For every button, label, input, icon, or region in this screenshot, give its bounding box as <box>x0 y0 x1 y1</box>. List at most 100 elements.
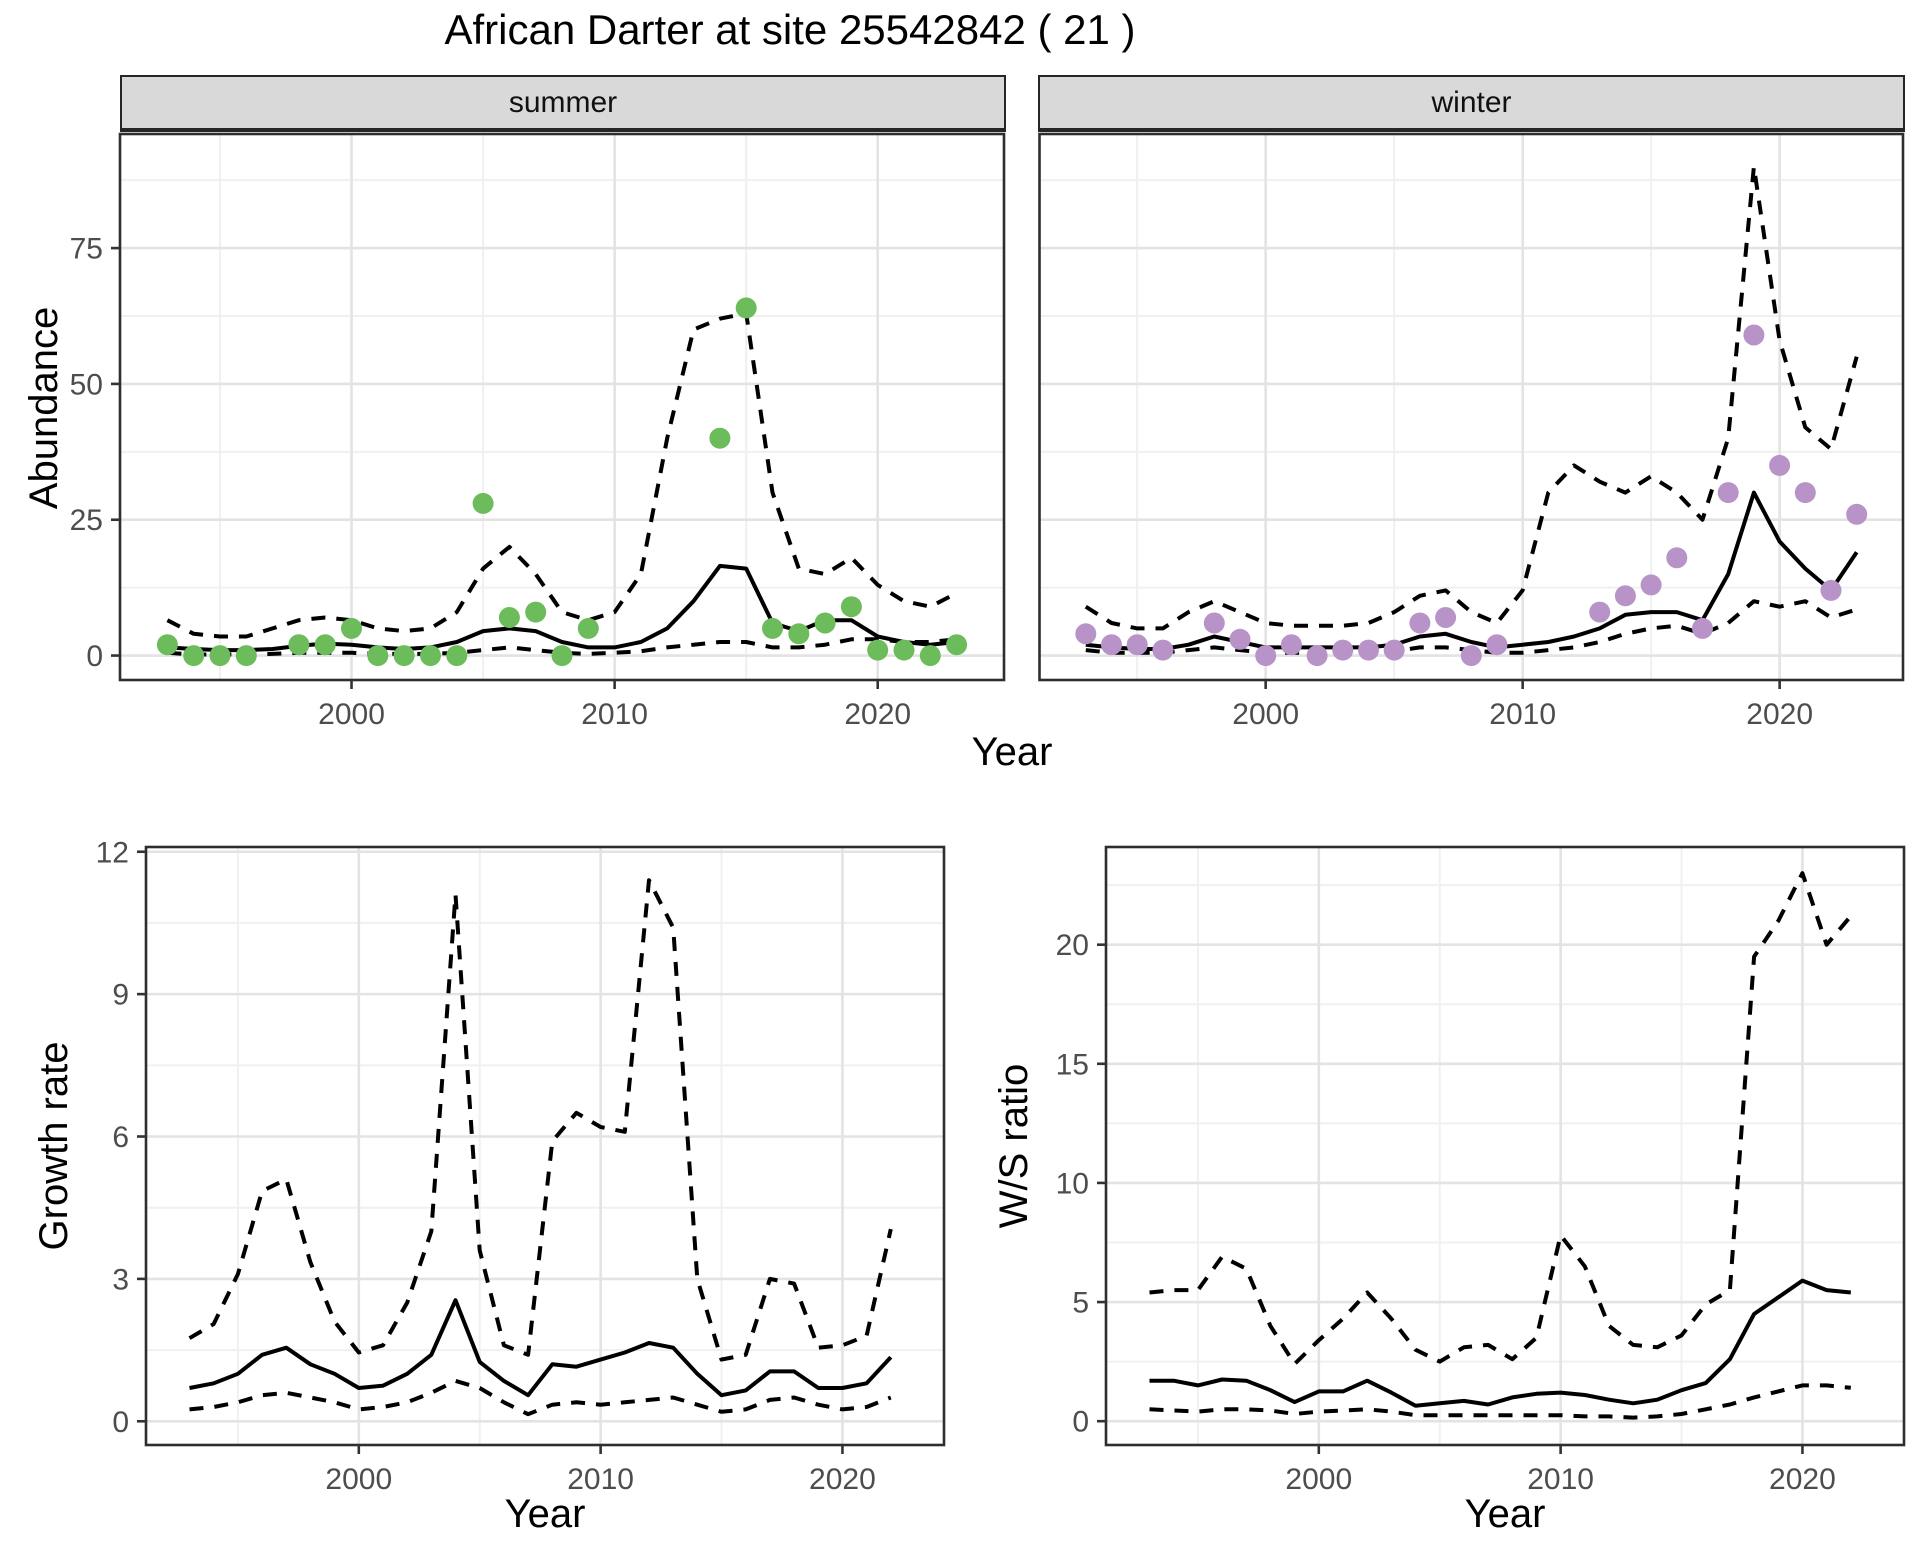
data-point-observed-counts <box>446 645 468 667</box>
y-tick-label: 25 <box>70 504 103 537</box>
data-point-observed-counts <box>867 639 889 661</box>
panel-border <box>1038 132 1905 682</box>
lower_ci-line <box>189 1378 892 1417</box>
y-tick-label: 3 <box>112 1263 129 1296</box>
x-axis-label-growth-rate: Year <box>504 1492 586 1536</box>
data-point-observed-counts <box>1435 607 1457 628</box>
data-point-observed-counts <box>1486 634 1508 656</box>
panel-border <box>144 845 946 1447</box>
data-point-observed-counts <box>1152 639 1174 661</box>
data-point-observed-counts <box>1589 601 1611 623</box>
lower_ci-line <box>1149 1383 1851 1420</box>
fitted-line <box>1085 490 1859 651</box>
panel-background <box>120 134 1004 680</box>
data-point-observed-counts <box>1203 612 1225 634</box>
x-tick-label: 2020 <box>844 698 911 731</box>
data-point-observed-counts <box>420 645 441 667</box>
x-tick-label: 2010 <box>1489 698 1556 731</box>
data-point-observed-counts <box>814 612 836 634</box>
data-point-observed-counts <box>1332 639 1354 661</box>
winter-abundance-chart: 2000 2010 2020 <box>1038 132 1905 731</box>
data-point-observed-counts <box>762 617 783 639</box>
summer-abundance-chart: 2000 2010 2020 0 25 50 75 <box>70 132 1006 731</box>
y-tick-label: 6 <box>112 1121 129 1154</box>
panel-background <box>146 847 944 1445</box>
panel-border <box>118 132 1006 682</box>
data-point-observed-counts <box>1383 639 1405 661</box>
data-point-observed-counts <box>472 492 494 514</box>
data-point-observed-counts <box>1743 324 1765 346</box>
x-tick-label: 2000 <box>325 1463 392 1496</box>
data-point-observed-counts <box>1306 645 1328 667</box>
y-tick-label: 20 <box>1056 929 1089 962</box>
data-point-observed-counts <box>288 634 310 656</box>
x-tick-label: 2020 <box>809 1463 876 1496</box>
data-point-observed-counts <box>1460 645 1482 667</box>
data-point-observed-counts <box>919 645 941 667</box>
x-tick-label: 2000 <box>1232 698 1299 731</box>
y-tick-label: 10 <box>1056 1167 1089 1200</box>
y-tick-label: 0 <box>1072 1406 1089 1439</box>
x-tick-label: 2010 <box>567 1463 634 1496</box>
data-point-observed-counts <box>1101 634 1122 656</box>
data-point-observed-counts <box>788 623 810 645</box>
data-point-observed-counts <box>1075 623 1097 645</box>
data-point-observed-counts <box>1820 579 1842 601</box>
y-tick-label: 50 <box>70 368 103 401</box>
data-point-observed-counts <box>183 645 205 667</box>
data-point-observed-counts <box>525 601 547 623</box>
data-point-observed-counts <box>367 645 389 667</box>
upper_ci-line <box>166 311 958 639</box>
y-tick-label: 5 <box>1072 1287 1089 1320</box>
y-tick-label: 75 <box>70 233 103 266</box>
data-point-observed-counts <box>1794 482 1816 504</box>
x-tick-label: 2000 <box>1285 1463 1352 1496</box>
data-point-observed-counts <box>1255 645 1277 667</box>
data-point-observed-counts <box>735 297 757 319</box>
fitted-line <box>189 1298 893 1398</box>
ws-ratio-chart: 2000 2010 2020 0 5 10 15 20 <box>1056 845 1906 1496</box>
fitted-line <box>1149 1278 1851 1408</box>
facet-strip-winter-label: winter <box>1431 85 1512 119</box>
data-point-observed-counts <box>551 645 573 667</box>
x-axis-label-abundance: Year <box>971 730 1053 774</box>
data-point-observed-counts <box>235 645 257 667</box>
data-point-observed-counts <box>314 634 336 656</box>
x-tick-label: 2000 <box>318 698 385 731</box>
facet-strip-summer: summer <box>120 75 1006 132</box>
panel-background <box>1106 847 1904 1445</box>
data-point-observed-counts <box>1692 617 1713 639</box>
facet-strip-winter: winter <box>1038 75 1905 132</box>
y-tick-label: 0 <box>112 1406 129 1439</box>
chart-title: African Darter at site 25542842 ( 21 ) <box>444 6 1136 53</box>
data-point-observed-counts <box>341 617 362 639</box>
data-point-observed-counts <box>840 596 862 618</box>
data-point-observed-counts <box>1666 547 1688 569</box>
data-point-observed-counts <box>1229 628 1251 650</box>
data-point-observed-counts <box>1409 612 1431 634</box>
x-tick-label: 2010 <box>1527 1463 1594 1496</box>
data-point-observed-counts <box>393 645 415 667</box>
y-tick-label: 15 <box>1056 1048 1089 1081</box>
data-point-observed-counts <box>946 634 968 656</box>
data-point-observed-counts <box>156 634 178 656</box>
data-point-observed-counts <box>1358 639 1379 661</box>
data-point-observed-counts <box>1846 503 1868 525</box>
data-point-observed-counts <box>1280 634 1302 656</box>
data-point-observed-counts <box>1717 482 1739 504</box>
x-tick-label: 2020 <box>1746 698 1813 731</box>
y-tick-label: 12 <box>96 836 129 869</box>
upper_ci-line <box>1149 871 1853 1366</box>
data-point-observed-counts <box>1126 634 1148 656</box>
data-point-observed-counts <box>1769 454 1791 476</box>
facet-strip-summer-label: summer <box>508 85 618 119</box>
data-point-observed-counts <box>498 607 520 628</box>
data-point-observed-counts <box>1614 585 1636 607</box>
data-point-observed-counts <box>577 617 599 639</box>
upper_ci-line <box>188 878 893 1362</box>
data-point-observed-counts <box>709 427 731 449</box>
panel-background <box>1039 134 1903 680</box>
x-tick-label: 2010 <box>581 698 648 731</box>
panel-border <box>1104 845 1906 1447</box>
